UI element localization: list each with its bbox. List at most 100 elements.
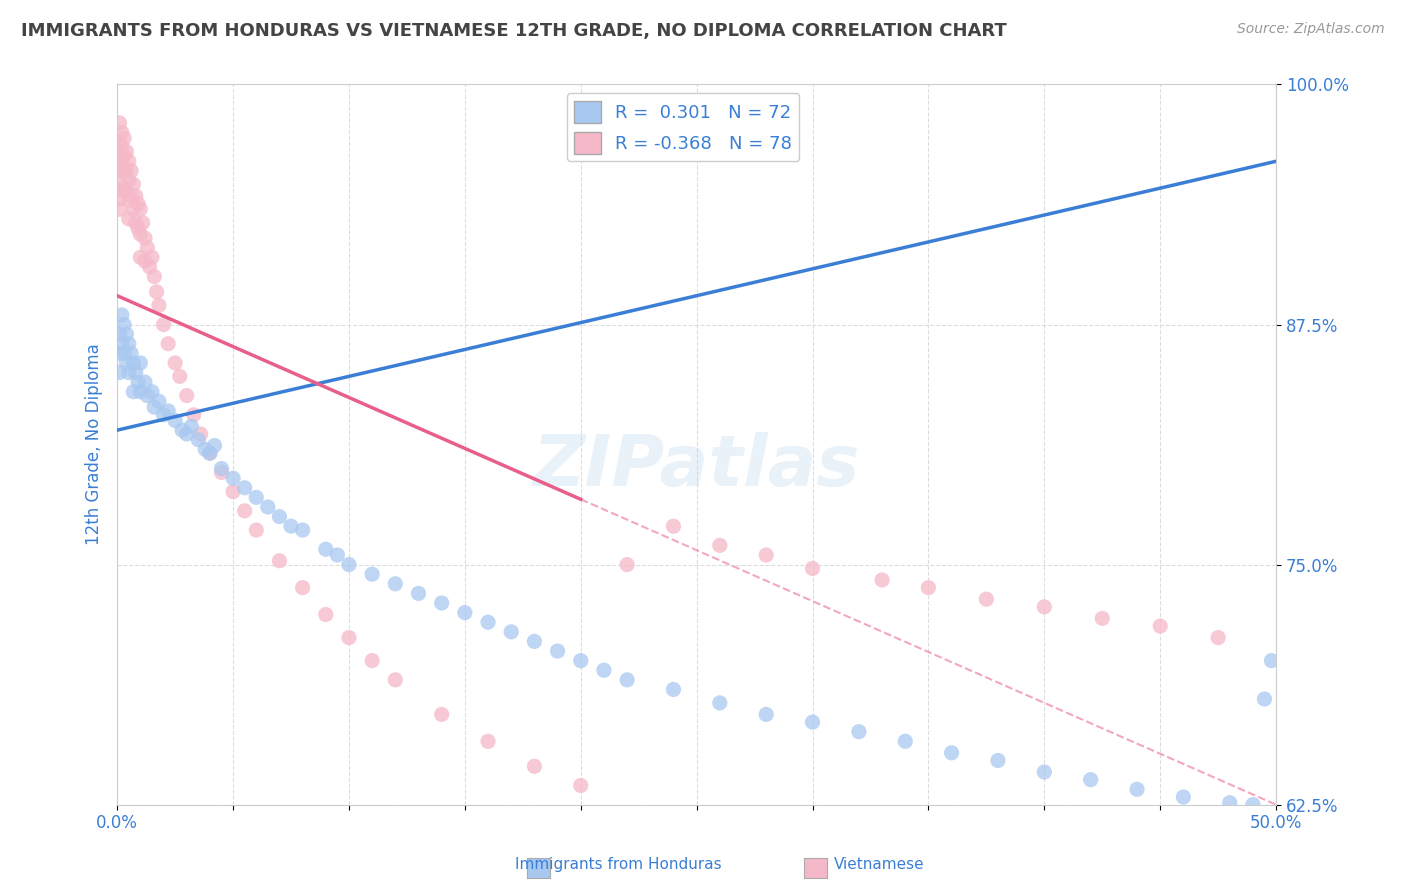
Point bbox=[211, 461, 233, 475]
Point bbox=[326, 548, 349, 562]
Point bbox=[112, 131, 135, 145]
Point bbox=[111, 308, 134, 322]
Point bbox=[157, 404, 180, 418]
Point bbox=[131, 216, 153, 230]
Point bbox=[169, 369, 191, 384]
Point bbox=[138, 260, 160, 274]
Point bbox=[1091, 611, 1114, 625]
Point bbox=[430, 596, 453, 610]
Point bbox=[112, 164, 135, 178]
Point bbox=[152, 318, 174, 332]
Point bbox=[111, 164, 134, 178]
Point bbox=[115, 356, 138, 370]
Point bbox=[987, 754, 1010, 768]
Point bbox=[152, 408, 174, 422]
Point bbox=[1219, 796, 1241, 810]
Point bbox=[593, 663, 616, 677]
Point bbox=[523, 634, 546, 648]
Point bbox=[523, 759, 546, 773]
Point bbox=[477, 615, 499, 630]
Point bbox=[430, 707, 453, 722]
Point bbox=[569, 654, 592, 668]
Point bbox=[127, 221, 149, 235]
Point bbox=[165, 413, 187, 427]
Point bbox=[108, 346, 131, 360]
Point bbox=[384, 673, 406, 687]
Text: Vietnamese: Vietnamese bbox=[834, 857, 924, 872]
Point bbox=[129, 250, 152, 264]
Point bbox=[204, 438, 226, 452]
Point bbox=[127, 196, 149, 211]
Point bbox=[141, 250, 163, 264]
Point bbox=[120, 164, 142, 178]
Point bbox=[108, 202, 131, 217]
Point bbox=[111, 336, 134, 351]
Legend: R =  0.301   N = 72, R = -0.368   N = 78: R = 0.301 N = 72, R = -0.368 N = 78 bbox=[567, 94, 800, 161]
Point bbox=[108, 158, 131, 172]
Point bbox=[269, 509, 291, 524]
Point bbox=[1033, 765, 1056, 780]
Point bbox=[894, 734, 917, 748]
Text: ZIPatlas: ZIPatlas bbox=[533, 432, 860, 500]
Point bbox=[337, 631, 360, 645]
Point bbox=[477, 734, 499, 748]
Text: IMMIGRANTS FROM HONDURAS VS VIETNAMESE 12TH GRADE, NO DIPLOMA CORRELATION CHART: IMMIGRANTS FROM HONDURAS VS VIETNAMESE 1… bbox=[21, 22, 1007, 40]
Point bbox=[1033, 599, 1056, 614]
Point bbox=[111, 139, 134, 153]
Point bbox=[112, 346, 135, 360]
Point bbox=[941, 746, 963, 760]
Point bbox=[801, 715, 824, 730]
Point bbox=[134, 375, 156, 389]
Point bbox=[222, 484, 245, 499]
Point bbox=[280, 519, 302, 533]
Point bbox=[108, 135, 131, 149]
Point bbox=[190, 427, 212, 442]
Point bbox=[616, 558, 638, 572]
Point bbox=[157, 336, 180, 351]
Point bbox=[187, 433, 209, 447]
Point bbox=[245, 491, 267, 505]
Point bbox=[115, 327, 138, 342]
Point bbox=[257, 500, 280, 514]
Point bbox=[125, 216, 148, 230]
Point bbox=[198, 446, 221, 460]
Point bbox=[129, 384, 152, 399]
Point bbox=[118, 193, 141, 207]
Point bbox=[108, 366, 131, 380]
Point bbox=[122, 356, 145, 370]
Point bbox=[122, 202, 145, 217]
Point bbox=[454, 606, 477, 620]
Point bbox=[136, 241, 159, 255]
Point bbox=[118, 336, 141, 351]
Point bbox=[108, 145, 131, 159]
Point bbox=[129, 227, 152, 242]
Point bbox=[709, 696, 731, 710]
Point bbox=[118, 154, 141, 169]
Point bbox=[134, 254, 156, 268]
Point bbox=[755, 707, 778, 722]
Point bbox=[361, 567, 384, 582]
Point bbox=[118, 173, 141, 187]
Point bbox=[120, 189, 142, 203]
Point bbox=[848, 724, 870, 739]
Point bbox=[870, 573, 893, 587]
Point bbox=[108, 327, 131, 342]
Point bbox=[1126, 782, 1149, 797]
Point bbox=[291, 581, 314, 595]
Point bbox=[129, 356, 152, 370]
Point bbox=[176, 388, 198, 402]
Point bbox=[384, 576, 406, 591]
Point bbox=[125, 189, 148, 203]
Point bbox=[112, 318, 135, 332]
Point bbox=[108, 183, 131, 197]
Point bbox=[118, 366, 141, 380]
Point bbox=[172, 423, 194, 437]
Point bbox=[1080, 772, 1102, 787]
Point bbox=[269, 554, 291, 568]
Point bbox=[115, 161, 138, 176]
Point bbox=[569, 779, 592, 793]
Point bbox=[180, 419, 202, 434]
Point bbox=[408, 586, 430, 600]
Point bbox=[1173, 789, 1195, 804]
Point bbox=[211, 466, 233, 480]
